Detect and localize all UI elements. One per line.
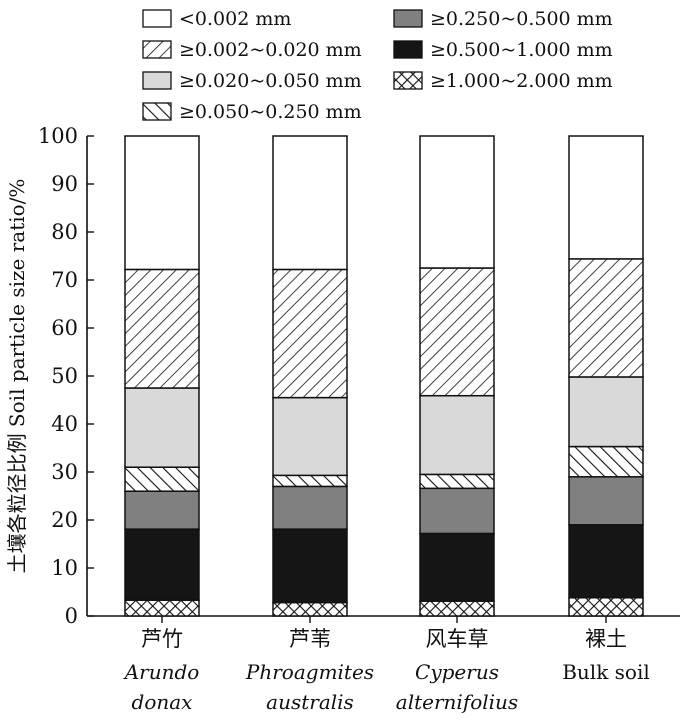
bar-segment — [124, 490, 200, 530]
category-label-en: Bulk soil — [562, 660, 650, 684]
bar-segment — [419, 473, 495, 490]
bar-segment — [419, 532, 495, 602]
bar-segment — [124, 135, 200, 271]
bar-segment — [419, 394, 495, 476]
category-label-en: australis — [266, 690, 354, 714]
legend-label: ≥0.050~0.250 mm — [179, 101, 362, 123]
bar-stack — [568, 135, 644, 617]
legend-item: ≥0.020~0.050 mm — [142, 70, 362, 92]
legend-label: <0.002 mm — [179, 8, 291, 30]
bar-segment — [272, 268, 348, 399]
y-tick-label: 80 — [51, 220, 78, 244]
bar-segment — [272, 135, 348, 271]
bar-segment — [568, 376, 644, 448]
category-label-cn: 芦竹 — [141, 627, 183, 651]
y-tick-label: 70 — [51, 268, 78, 292]
y-tick-label: 90 — [51, 172, 78, 196]
legend-item: <0.002 mm — [142, 8, 291, 30]
bar-segment — [568, 445, 644, 478]
legend-label: ≥0.250~0.500 mm — [430, 8, 613, 30]
category-label-en: Phroagmites — [245, 660, 374, 684]
bar-segment — [272, 485, 348, 530]
x-axis-labels: 芦竹 Arundo donax 芦苇 Phroagmites australis 风车草 Cy… — [123, 627, 650, 714]
legend-label: ≥0.002~0.020 mm — [179, 39, 362, 61]
bar-segment — [272, 474, 348, 488]
legend-item: ≥0.500~1.000 mm — [393, 39, 613, 61]
y-tick-label: 0 — [65, 604, 78, 628]
y-tick-label: 20 — [51, 508, 78, 532]
category-label-en: donax — [132, 690, 193, 714]
bar-segment — [124, 387, 200, 468]
bars — [124, 135, 644, 617]
legend-item: ≥0.002~0.020 mm — [142, 39, 362, 61]
bar-segment — [568, 476, 644, 526]
bar-segment — [568, 135, 644, 260]
bar-segment — [568, 597, 644, 617]
legend-label: ≥1.000~2.000 mm — [430, 70, 613, 92]
y-tick-label: 100 — [38, 124, 78, 148]
bar-segment — [272, 528, 348, 604]
bar-segment — [124, 268, 200, 389]
bar-segment — [568, 258, 644, 378]
category-label-cn: 裸土 — [585, 627, 627, 651]
legend: <0.002 mm ≥0.250~0.500 mm ≥0.002~0.020 mm ≥… — [142, 8, 613, 123]
y-tick-label: 60 — [51, 316, 78, 340]
bar-segment — [272, 601, 348, 617]
legend-swatch — [142, 9, 172, 28]
category-label-en: Arundo — [123, 660, 200, 684]
legend-swatch — [142, 102, 172, 121]
legend-swatch — [393, 9, 423, 28]
category-label-cn: 风车草 — [426, 627, 489, 651]
legend-item: ≥1.000~2.000 mm — [393, 70, 613, 92]
y-tick-label: 30 — [51, 460, 78, 484]
legend-swatch — [142, 71, 172, 90]
legend-swatch — [142, 40, 172, 59]
bar-segment — [124, 466, 200, 492]
category-label-en: Cyperus — [415, 660, 499, 684]
bar-stack — [124, 135, 200, 617]
bar-segment — [419, 267, 495, 397]
category-label-en: alternifolius — [396, 690, 518, 714]
y-axis-label: 土壤各粒径比例 Soil particle size ratio/% — [5, 179, 29, 574]
legend-swatch — [393, 40, 423, 59]
category-label-cn: 芦苇 — [289, 627, 331, 651]
legend-swatch — [393, 71, 423, 90]
bar-segment — [419, 135, 495, 269]
bar-stack — [272, 135, 348, 617]
bar-segment — [124, 599, 200, 617]
bar-stack — [419, 135, 495, 617]
bar-segment — [272, 396, 348, 477]
axes: 0 10 20 30 40 50 60 70 80 90 100 — [38, 124, 680, 628]
legend-item: ≥0.250~0.500 mm — [393, 8, 613, 30]
y-tick-label: 40 — [51, 412, 78, 436]
legend-label: ≥0.020~0.050 mm — [179, 70, 362, 92]
bar-segment — [568, 524, 644, 599]
bar-segment — [124, 528, 200, 601]
bar-segment — [419, 600, 495, 617]
legend-item: ≥0.050~0.250 mm — [142, 101, 362, 123]
y-tick-label: 50 — [51, 364, 78, 388]
bar-segment — [419, 487, 495, 535]
y-tick-label: 10 — [51, 556, 78, 580]
legend-label: ≥0.500~1.000 mm — [430, 39, 613, 61]
